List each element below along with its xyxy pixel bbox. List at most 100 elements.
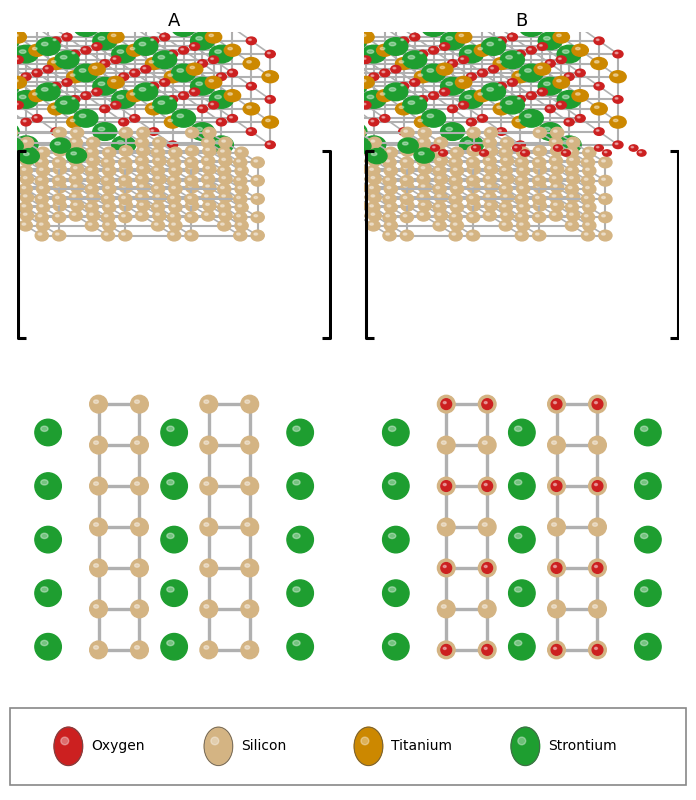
Ellipse shape <box>338 185 341 187</box>
Ellipse shape <box>518 98 521 99</box>
Ellipse shape <box>472 145 480 151</box>
Ellipse shape <box>437 559 455 577</box>
Ellipse shape <box>589 559 606 577</box>
Ellipse shape <box>205 195 208 197</box>
Ellipse shape <box>130 93 135 95</box>
Ellipse shape <box>132 26 135 27</box>
Ellipse shape <box>209 79 214 82</box>
Ellipse shape <box>293 640 300 646</box>
Ellipse shape <box>575 24 585 31</box>
Ellipse shape <box>131 395 148 413</box>
Ellipse shape <box>403 160 407 162</box>
Ellipse shape <box>431 49 434 50</box>
Ellipse shape <box>168 74 173 76</box>
Ellipse shape <box>111 79 116 82</box>
Ellipse shape <box>589 436 606 454</box>
Ellipse shape <box>434 155 448 166</box>
Ellipse shape <box>247 106 251 108</box>
Ellipse shape <box>86 220 99 231</box>
Ellipse shape <box>404 166 407 169</box>
Ellipse shape <box>351 192 364 202</box>
Ellipse shape <box>218 220 231 231</box>
Ellipse shape <box>380 47 385 50</box>
Ellipse shape <box>507 78 517 86</box>
Ellipse shape <box>200 600 218 618</box>
Ellipse shape <box>599 175 612 186</box>
Ellipse shape <box>90 195 93 197</box>
Ellipse shape <box>36 202 49 213</box>
Ellipse shape <box>35 175 49 186</box>
Ellipse shape <box>637 150 646 156</box>
Ellipse shape <box>367 149 387 164</box>
Ellipse shape <box>581 175 594 186</box>
Ellipse shape <box>238 186 242 189</box>
Ellipse shape <box>367 147 380 158</box>
Ellipse shape <box>459 102 468 109</box>
Ellipse shape <box>42 88 48 91</box>
Ellipse shape <box>466 194 480 204</box>
Ellipse shape <box>535 197 539 198</box>
Ellipse shape <box>526 46 537 54</box>
Ellipse shape <box>420 98 422 99</box>
Ellipse shape <box>401 127 414 138</box>
Ellipse shape <box>52 212 65 222</box>
Ellipse shape <box>354 158 357 161</box>
Ellipse shape <box>90 478 107 495</box>
Ellipse shape <box>532 194 546 204</box>
Ellipse shape <box>499 202 512 213</box>
Ellipse shape <box>552 441 557 444</box>
Ellipse shape <box>572 90 588 102</box>
Ellipse shape <box>496 82 507 90</box>
Ellipse shape <box>383 194 396 204</box>
Ellipse shape <box>90 436 107 454</box>
Ellipse shape <box>635 580 661 606</box>
Ellipse shape <box>73 166 77 169</box>
Ellipse shape <box>548 600 565 618</box>
Ellipse shape <box>528 49 531 50</box>
Ellipse shape <box>36 83 60 101</box>
Ellipse shape <box>420 177 424 178</box>
Ellipse shape <box>536 130 540 132</box>
Ellipse shape <box>440 21 445 23</box>
Ellipse shape <box>640 480 648 485</box>
Ellipse shape <box>88 186 92 189</box>
Ellipse shape <box>171 178 174 180</box>
Ellipse shape <box>436 186 440 189</box>
Ellipse shape <box>72 52 75 54</box>
Ellipse shape <box>387 168 390 170</box>
Ellipse shape <box>131 641 148 658</box>
Ellipse shape <box>589 518 606 536</box>
Ellipse shape <box>500 192 514 202</box>
Ellipse shape <box>486 158 490 161</box>
Ellipse shape <box>53 146 66 156</box>
Ellipse shape <box>81 46 91 54</box>
Ellipse shape <box>152 192 166 202</box>
Ellipse shape <box>403 233 407 235</box>
Ellipse shape <box>267 52 270 54</box>
Ellipse shape <box>221 205 224 207</box>
Ellipse shape <box>19 95 26 98</box>
Ellipse shape <box>89 63 105 75</box>
Ellipse shape <box>352 201 365 211</box>
Ellipse shape <box>466 230 480 241</box>
Ellipse shape <box>421 166 425 169</box>
Ellipse shape <box>585 214 588 217</box>
Ellipse shape <box>437 518 455 536</box>
Ellipse shape <box>569 195 574 197</box>
Ellipse shape <box>140 130 143 132</box>
Ellipse shape <box>88 205 92 207</box>
Ellipse shape <box>519 168 523 170</box>
Ellipse shape <box>470 130 473 132</box>
Ellipse shape <box>132 71 135 73</box>
Ellipse shape <box>466 212 480 222</box>
Ellipse shape <box>131 518 148 536</box>
Ellipse shape <box>417 138 430 148</box>
Ellipse shape <box>434 174 448 185</box>
Ellipse shape <box>499 220 512 231</box>
Ellipse shape <box>117 50 124 54</box>
Ellipse shape <box>441 398 452 410</box>
Ellipse shape <box>56 130 60 132</box>
Ellipse shape <box>64 35 67 37</box>
Circle shape <box>354 727 383 766</box>
Ellipse shape <box>605 151 607 153</box>
